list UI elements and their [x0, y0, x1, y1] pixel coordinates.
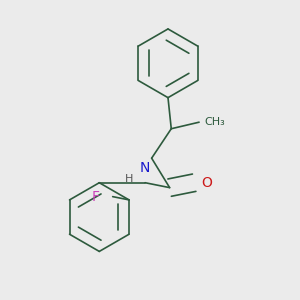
Text: F: F [92, 190, 100, 204]
Text: H: H [125, 174, 134, 184]
Text: CH₃: CH₃ [204, 117, 225, 127]
Text: N: N [140, 160, 150, 175]
Text: O: O [201, 176, 212, 190]
